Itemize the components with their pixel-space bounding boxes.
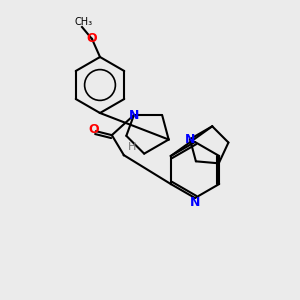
- Text: CH₃: CH₃: [75, 17, 93, 27]
- Text: N: N: [185, 133, 195, 146]
- Text: N: N: [129, 109, 139, 122]
- Text: O: O: [87, 32, 97, 46]
- Text: O: O: [88, 123, 99, 136]
- Text: H: H: [128, 142, 136, 152]
- Text: N: N: [190, 196, 200, 208]
